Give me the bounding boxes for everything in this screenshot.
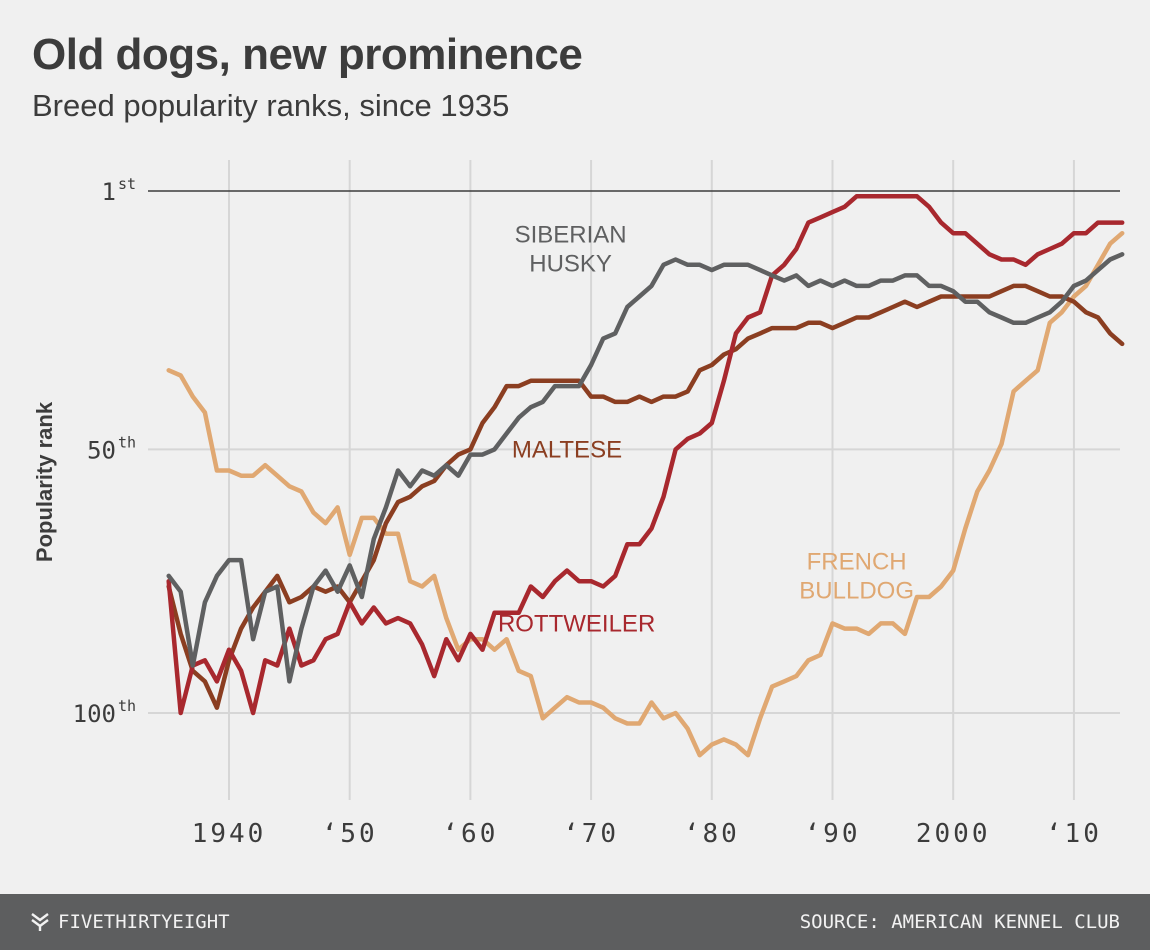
y-tick-suffix: th	[118, 697, 136, 715]
series-line-husky	[166, 252, 1125, 684]
source-credit: SOURCE: AMERICAN KENNEL CLUB	[799, 911, 1120, 933]
footer-bar: FIVETHIRTYEIGHT SOURCE: AMERICAN KENNEL …	[0, 894, 1150, 950]
y-tick-suffix: st	[118, 175, 136, 193]
fivethirtyeight-logo-icon	[31, 913, 49, 931]
series-line-rottweiler	[166, 194, 1125, 716]
y-tick-label: 50	[87, 436, 116, 464]
x-tick-label: ‘70	[563, 819, 619, 849]
series-lines	[166, 194, 1125, 758]
series-line-french-bulldog	[166, 230, 1125, 758]
x-tick-label: 2000	[916, 819, 991, 849]
y-tick-suffix: th	[118, 433, 136, 451]
x-tick-label: ‘60	[442, 819, 498, 849]
brand-name: FIVETHIRTYEIGHT	[58, 911, 230, 933]
chart-subtitle: Breed popularity ranks, since 1935	[32, 88, 510, 123]
series-label-french-bulldog: BULLDOG	[799, 577, 914, 604]
brand[interactable]: FIVETHIRTYEIGHT	[30, 911, 230, 933]
x-tick-label: ‘10	[1046, 819, 1102, 849]
y-tick-label: 1	[102, 178, 116, 206]
series-label-rottweiler: ROTTWEILER	[498, 610, 655, 637]
y-tick-label: 100	[73, 700, 116, 728]
x-tick-label: ‘50	[322, 819, 378, 849]
chart-title: Old dogs, new prominence	[32, 30, 583, 79]
series-label-french-bulldog: FRENCH	[807, 548, 907, 575]
series-label-maltese: MALTESE	[512, 436, 622, 463]
gridlines	[148, 160, 1120, 800]
x-tick-label: 1940	[192, 819, 267, 849]
y-axis-label: Popularity rank	[32, 401, 57, 562]
series-label-husky: SIBERIAN	[515, 222, 627, 249]
x-tick-labels: 1940 ‘50 ‘60 ‘70 ‘80 ‘90 2000 ‘10	[192, 819, 1102, 849]
series-label-husky: HUSKY	[529, 251, 612, 278]
x-tick-label: ‘80	[684, 819, 740, 849]
series-line-maltese	[166, 283, 1125, 710]
x-tick-label: ‘90	[805, 819, 861, 849]
